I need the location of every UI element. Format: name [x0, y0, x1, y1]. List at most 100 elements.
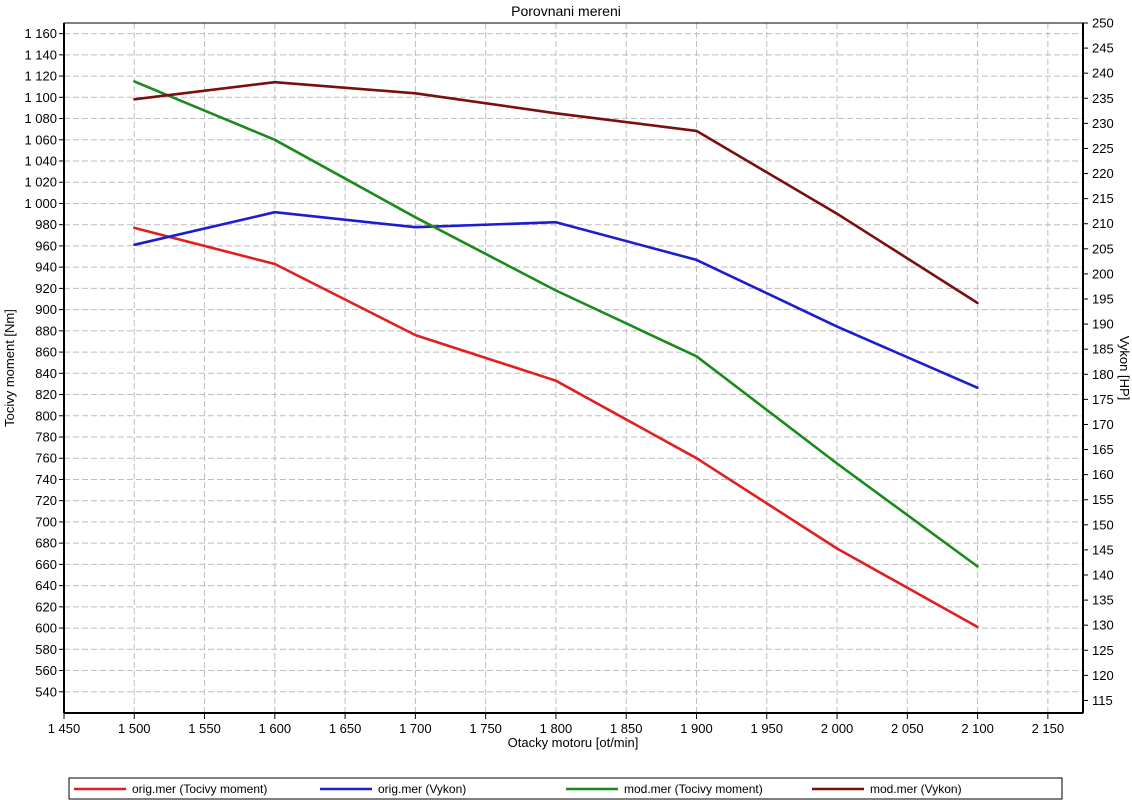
- data-point: [976, 565, 979, 568]
- y-left-tick-label: 1 060: [24, 132, 57, 147]
- data-point: [414, 333, 417, 337]
- y-left-tick-label: 1 120: [24, 69, 57, 84]
- data-point: [835, 212, 839, 215]
- y-right-tick-label: 235: [1092, 91, 1114, 106]
- data-point: [414, 216, 417, 219]
- x-tick-label: 1 600: [259, 721, 292, 736]
- y-left-tick-label: 1 000: [24, 196, 57, 211]
- y-left-tick-label: 880: [35, 323, 57, 338]
- x-tick-label: 1 650: [329, 721, 362, 736]
- y-right-tick-label: 150: [1092, 517, 1114, 532]
- y-left-tick-label: 1 160: [24, 26, 57, 41]
- y-left-tick-label: 1 100: [24, 90, 57, 105]
- data-point: [976, 301, 979, 305]
- legend-box: [68, 777, 1063, 800]
- data-point: [976, 386, 979, 390]
- x-tick-label: 1 950: [750, 721, 783, 736]
- data-point: [133, 80, 136, 83]
- y-right-tick-label: 250: [1092, 16, 1114, 31]
- data-point: [273, 262, 277, 266]
- x-axis-label: Otacky motoru [ot/min]: [508, 735, 639, 750]
- chart-title: Porovnani mereni: [511, 3, 621, 19]
- y-right-tick-label: 190: [1092, 317, 1114, 332]
- x-tick-label: 1 750: [469, 721, 502, 736]
- y-right-tick-label: 115: [1092, 693, 1113, 708]
- y-right-tick-label: 195: [1092, 292, 1114, 307]
- data-point: [695, 355, 698, 358]
- y-right-tick-label: 145: [1092, 542, 1114, 557]
- data-point: [133, 243, 136, 247]
- data-point: [695, 457, 698, 460]
- data-point: [133, 98, 136, 101]
- y-right-tick-label: 160: [1092, 467, 1114, 482]
- data-point: [273, 138, 277, 141]
- grid: [64, 23, 1083, 713]
- y-left-tick-label: 580: [35, 642, 57, 657]
- legend-label: orig.mer (Vykon): [378, 782, 466, 796]
- data-point: [554, 112, 558, 115]
- y-right-tick-label: 200: [1092, 266, 1114, 281]
- y-right-tick-label: 140: [1092, 568, 1114, 583]
- data-point: [414, 226, 417, 229]
- data-point: [554, 221, 558, 224]
- y-right-tick-label: 120: [1092, 668, 1114, 683]
- data-point: [976, 625, 979, 629]
- x-tick-label: 2 000: [821, 721, 854, 736]
- x-tick-label: 1 900: [680, 721, 713, 736]
- y-right-tick-label: 185: [1092, 342, 1114, 357]
- data-point: [554, 289, 558, 292]
- x-tick-label: 2 150: [1032, 721, 1065, 736]
- y-right-tick-label: 180: [1092, 367, 1114, 382]
- y-axis-right-label: Vykon [HP]: [1117, 336, 1132, 401]
- x-tick-label: 1 700: [399, 721, 432, 736]
- x-tick-label: 1 850: [610, 721, 643, 736]
- y-right-tick-label: 210: [1092, 216, 1114, 231]
- x-tick-label: 2 050: [891, 721, 924, 736]
- y-right-tick-label: 170: [1092, 417, 1114, 432]
- y-left-tick-label: 620: [35, 599, 57, 614]
- data-point: [695, 258, 698, 262]
- y-right-tick-label: 125: [1092, 643, 1114, 658]
- y-left-tick-label: 1 080: [24, 111, 57, 126]
- data-point: [835, 547, 839, 550]
- y-right-tick-label: 230: [1092, 116, 1114, 131]
- data-point: [554, 379, 558, 382]
- x-tick-label: 1 550: [188, 721, 221, 736]
- y-left-tick-label: 1 040: [24, 154, 57, 169]
- legend-label: orig.mer (Tocivy moment): [132, 782, 267, 796]
- y-right-tick-label: 240: [1092, 66, 1114, 81]
- y-left-tick-label: 680: [35, 536, 57, 551]
- y-right-tick-label: 130: [1092, 618, 1114, 633]
- y-right-tick-label: 135: [1092, 593, 1114, 608]
- series-layer: [133, 80, 979, 629]
- y-left-tick-label: 640: [35, 578, 57, 593]
- data-point: [835, 325, 839, 328]
- y-left-tick-label: 1 020: [24, 175, 57, 190]
- y-left-tick-label: 1 140: [24, 47, 57, 62]
- y-left-tick-label: 740: [35, 472, 57, 487]
- x-tick-label: 2 100: [961, 721, 994, 736]
- data-point: [133, 226, 136, 230]
- y-left-tick-label: 900: [35, 302, 57, 317]
- x-tick-label: 1 500: [118, 721, 151, 736]
- y-left-tick-label: 960: [35, 238, 57, 253]
- y-left-tick-label: 860: [35, 345, 57, 360]
- y-right-tick-label: 215: [1092, 191, 1114, 206]
- legend-label: mod.mer (Tocivy moment): [624, 782, 763, 796]
- legend: orig.mer (Tocivy moment) orig.mer (Vykon)…: [74, 782, 962, 796]
- y-left-tick-label: 920: [35, 281, 57, 296]
- y-left-tick-label: 660: [35, 557, 57, 572]
- y-right-tick-label: 175: [1092, 392, 1114, 407]
- ticks: 1 450 1 500 1 550 1 600 1 650 1 700 1 750 1 800…: [24, 16, 1113, 737]
- x-tick-label: 1 800: [540, 721, 573, 736]
- data-point: [835, 462, 839, 465]
- y-left-tick-label: 700: [35, 514, 57, 529]
- y-left-tick-label: 540: [35, 684, 57, 699]
- y-left-tick-label: 980: [35, 217, 57, 232]
- data-point: [695, 129, 698, 133]
- y-right-tick-label: 220: [1092, 166, 1114, 181]
- y-right-tick-label: 165: [1092, 442, 1114, 457]
- y-left-tick-label: 800: [35, 408, 57, 423]
